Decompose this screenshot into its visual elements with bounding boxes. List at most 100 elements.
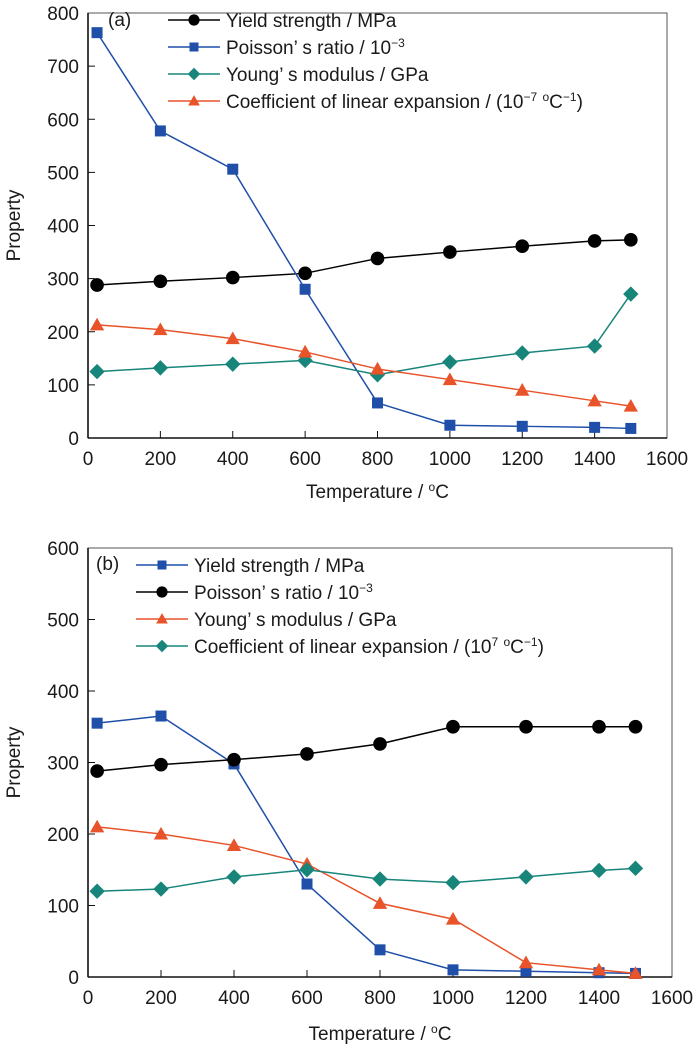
panel-label: (a) [108,10,131,31]
data-point [89,819,105,833]
x-tick-label: 1600 [646,449,688,470]
series-line [96,324,631,407]
legend-item: Poisson’ s ratio / 10−3 [168,36,405,59]
legend-marker [157,560,167,570]
data-point [587,393,602,407]
data-point [155,710,167,722]
data-point [227,752,241,767]
data-point [372,397,383,409]
x-tick-label: 400 [217,449,249,470]
series-0 [90,233,638,292]
y-tick-label: 300 [47,270,79,291]
legend-label: Coefficient of linear expansion / (107 o… [194,635,544,658]
legend-marker [155,639,169,653]
series-line [97,726,636,772]
data-point [299,283,311,295]
chart-panel-a: 0 200 400 600 800 1000 1200 1400 1600 0 100 200 300 4… [4,4,688,503]
data-point [592,719,606,734]
y-tick-label: 300 [47,754,79,775]
legend-marker [189,42,199,52]
data-point [297,344,313,358]
legend-label: Poisson’ s ratio / 10−3 [194,581,373,604]
data-point [446,719,460,734]
chart-panel-b: 0 200 400 600 800 1000 1200 1400 1600 0 100 200 300 4… [4,539,693,1045]
legend-item: Young’ s modulus / GPa [168,65,429,86]
data-point [589,421,601,433]
x-tick-label: 1400 [578,988,620,1009]
data-point [299,862,315,878]
data-point [301,878,313,890]
legend-marker [156,586,168,598]
x-tick-label: 800 [364,988,396,1009]
series-line [97,826,636,975]
y-tick-label: 200 [47,323,79,344]
data-point [226,869,242,885]
y-tick-label: 500 [47,163,79,184]
data-point [514,345,530,361]
y-tick-label: 100 [47,897,79,918]
data-point [445,911,461,925]
data-point [225,356,241,372]
legend-item: Poisson’ s ratio / 10−3 [136,581,373,604]
y-axis-label: Property [4,189,25,261]
data-point [89,363,105,380]
legend-label: Coefficient of linear expansion / (10−7 … [226,90,583,113]
y-tick-label: 400 [47,682,79,703]
legend-marker [156,613,168,624]
data-point [623,233,638,247]
data-point [443,245,457,259]
x-tick-label: 600 [289,449,321,470]
legend-label: Young’ s modulus / GPa [194,610,397,631]
data-point [623,286,639,302]
legend-item: Yield strength / MPa [136,556,365,577]
x-tick-label: 600 [291,988,323,1009]
data-point [91,27,103,39]
data-point [372,871,388,887]
legend-label: Yield strength / MPa [226,11,397,32]
y-tick-label: 600 [47,110,79,131]
series-line [97,715,636,975]
legend-item: Coefficient of linear expansion / (10−7 … [168,90,583,113]
legend-item: Yield strength / MPa [168,11,397,32]
x-tick-label: 1200 [505,988,547,1009]
data-point [516,420,528,432]
series-2 [89,286,639,383]
series-3 [89,860,644,899]
data-point [591,862,607,879]
data-point [372,896,388,909]
series-1 [90,719,643,778]
x-tick-label: 0 [83,988,94,1009]
legend-item: Young’ s modulus / GPa [136,610,397,631]
series-2 [89,819,643,979]
data-point [442,372,458,386]
data-point [370,251,385,266]
data-point [90,764,104,778]
data-point [152,360,169,376]
series-line [97,239,631,286]
data-point [373,737,387,751]
data-point [91,717,103,729]
x-tick-label: 1400 [573,449,615,470]
series-line [97,867,636,892]
data-point [442,354,458,370]
data-point [225,331,240,345]
y-tick-label: 0 [68,968,79,989]
series-1 [91,27,637,434]
y-tick-label: 400 [47,217,79,238]
data-point [225,270,240,285]
data-point [298,266,312,281]
data-point [89,883,105,899]
legend-marker [188,14,200,26]
data-point [227,163,239,175]
data-point [153,881,169,897]
data-point [587,234,602,248]
data-point [300,747,314,761]
data-point [153,322,168,336]
data-point [625,422,637,434]
legend-label: Yield strength / MPa [194,556,365,577]
x-axis-label: Temperature / oC [309,1022,452,1045]
data-point [515,239,530,254]
series-line [97,293,632,376]
data-point [447,964,459,976]
data-point [374,944,386,956]
